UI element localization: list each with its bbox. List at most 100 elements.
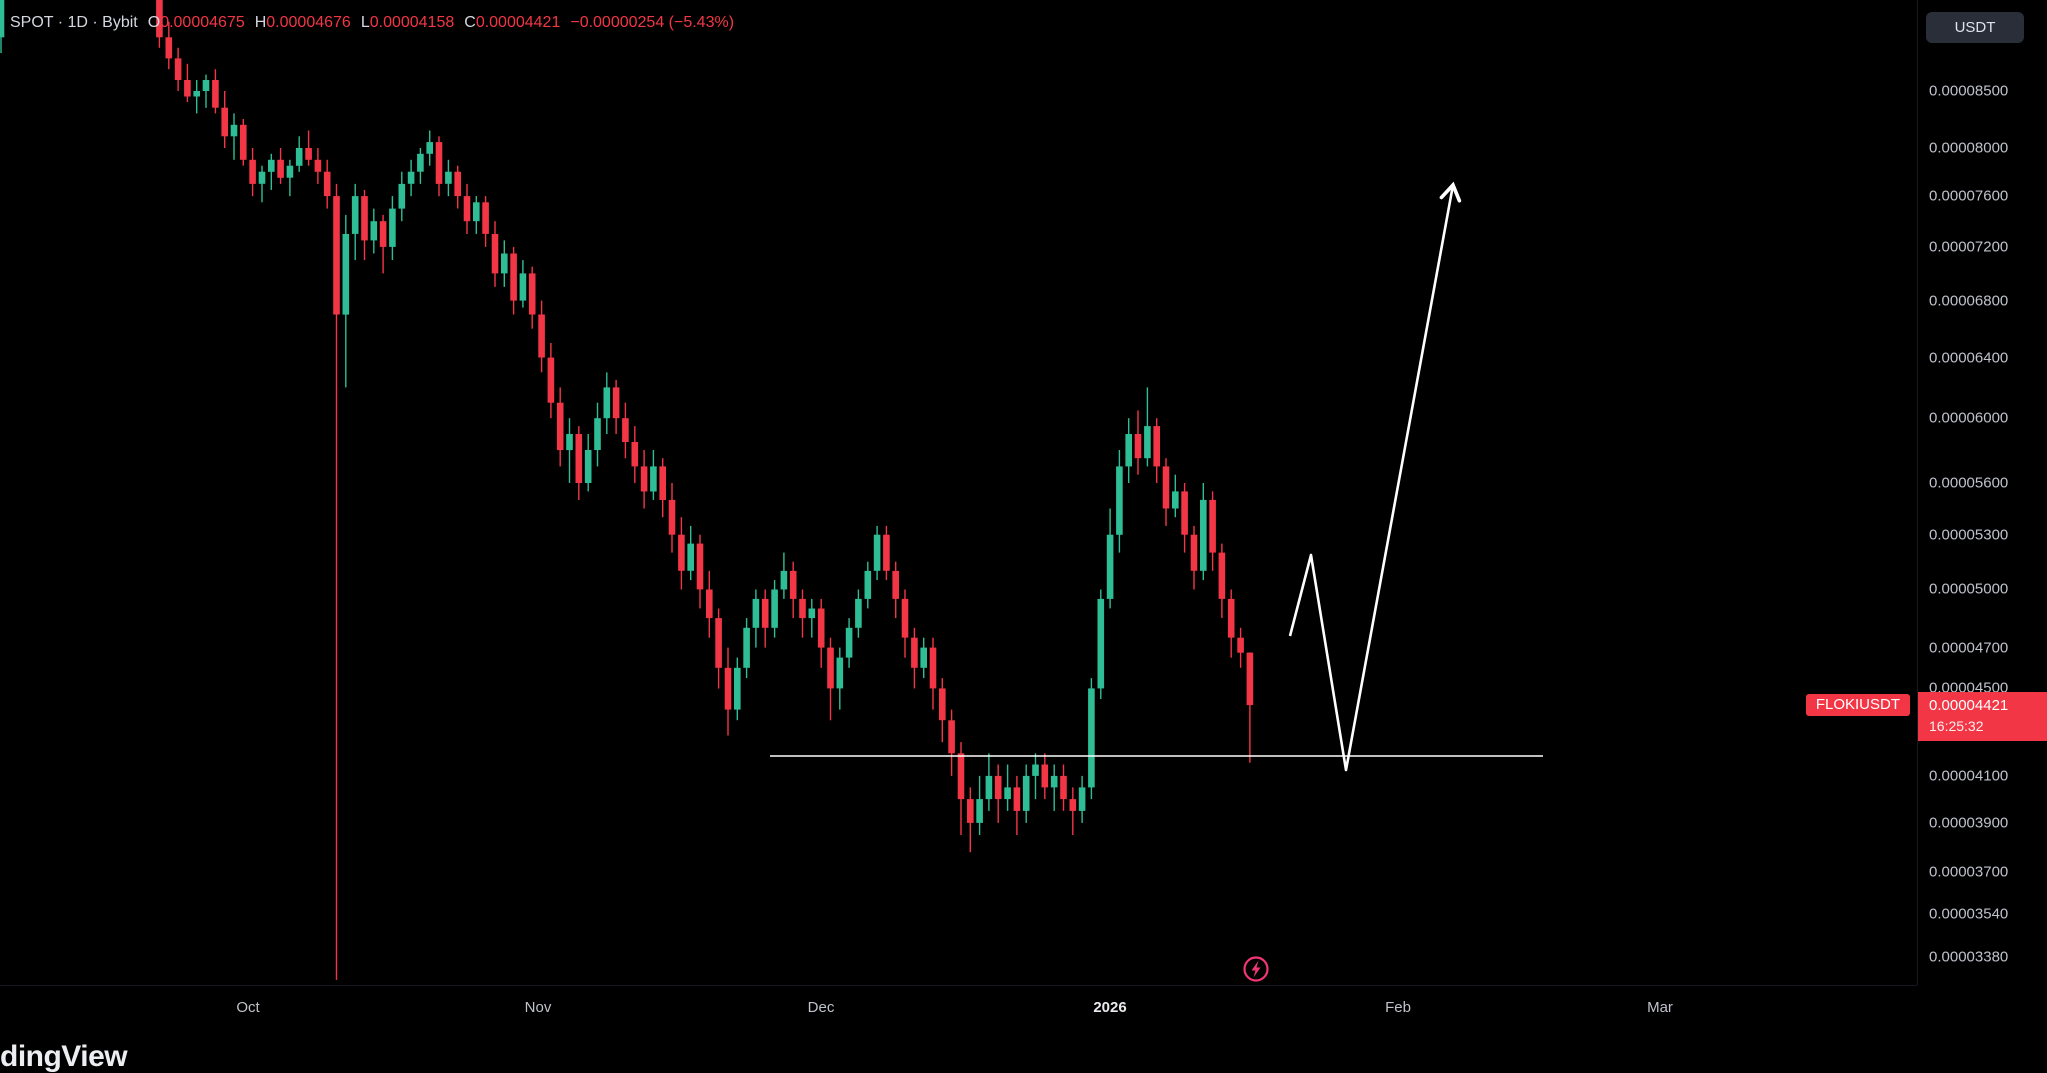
- candlestick: [967, 787, 974, 853]
- candlestick: [575, 426, 583, 500]
- candlestick: [435, 136, 443, 197]
- candlestick: [1125, 418, 1132, 483]
- currency-toggle-button[interactable]: USDT: [1926, 12, 2024, 43]
- price-axis-tick: 0.00007200: [1929, 238, 2009, 256]
- price-axis-tick: 0.00008000: [1929, 139, 2009, 157]
- candlestick: [743, 618, 750, 679]
- candlestick: [519, 260, 527, 308]
- candlestick: [258, 165, 266, 203]
- price-axis-tick: 0.00006000: [1929, 409, 2009, 427]
- candlestick: [1246, 652, 1254, 763]
- candlestick: [678, 517, 685, 590]
- candlestick: [994, 764, 1002, 823]
- candlestick: [454, 165, 461, 209]
- ohlc-values: O0.00004675 H0.00004676 L0.00004158 C0.0000…: [148, 14, 561, 32]
- candlestick: [584, 434, 592, 492]
- candlestick: [883, 525, 890, 581]
- candlestick: [491, 221, 499, 287]
- candlestick: [622, 402, 629, 459]
- event-lightning-icon[interactable]: [1243, 956, 1269, 982]
- candlestick: [556, 387, 564, 467]
- time-axis-tick: Oct: [236, 999, 260, 1016]
- candlestick: [1060, 764, 1067, 811]
- candlestick: [1041, 753, 1049, 800]
- candlestick: [845, 618, 853, 668]
- price-axis[interactable]: USDT 0.00008500 0.00008000 0.00007600 0.000…: [1917, 0, 2047, 985]
- last-price-label: 0.00004421 16:25:32: [1918, 692, 2047, 741]
- time-axis[interactable]: Oct Nov Dec 2026 Feb Mar: [0, 985, 1917, 1031]
- candlestick: [323, 159, 331, 209]
- last-price-value: 0.00004421: [1929, 697, 2009, 714]
- candlestick: [939, 678, 946, 743]
- ohlc-legend[interactable]: SPOT · 1D · Bybit O0.00004675 H0.00004676…: [10, 14, 734, 32]
- candlestick: [1050, 764, 1058, 811]
- candlestick: [706, 570, 713, 638]
- candlestick: [510, 246, 517, 315]
- price-axis-tick: 0.00004700: [1929, 639, 2009, 657]
- candlestick: [827, 637, 834, 721]
- ohlc-c: C0.00004421: [464, 14, 561, 31]
- price-change: −0.00000254 (−5.43%): [570, 14, 735, 31]
- candlestick: [426, 130, 433, 166]
- candlestick: [780, 552, 788, 599]
- candlestick: [1022, 764, 1030, 823]
- candlestick: [612, 379, 620, 434]
- candlestick: [985, 753, 993, 811]
- candlestick: [240, 119, 247, 166]
- candlestick: [1032, 753, 1039, 800]
- candlestick: [1227, 589, 1235, 658]
- candlestick: [734, 657, 741, 721]
- candlestick: [193, 80, 200, 114]
- candlestick: [295, 136, 303, 172]
- candlestick: [333, 183, 340, 980]
- candlestick: [277, 148, 284, 184]
- candlestick: [249, 148, 256, 197]
- price-axis-tick: 0.00006400: [1929, 349, 2009, 367]
- candlestick: [1116, 450, 1123, 553]
- price-axis-tick: 0.00005600: [1929, 474, 2009, 492]
- candlestick: [1190, 525, 1198, 590]
- price-axis-tick: 0.00005300: [1929, 526, 2009, 544]
- candlestick: [463, 183, 471, 234]
- candlestick: [528, 266, 536, 329]
- time-axis-tick: Dec: [807, 999, 835, 1016]
- ohlc-o: O0.00004675: [147, 14, 245, 31]
- candlestick: [650, 450, 657, 500]
- tradingview-logo[interactable]: dingView: [0, 1040, 128, 1073]
- candlestick: [389, 196, 396, 260]
- candlestick: [407, 159, 415, 197]
- candlestick: [603, 372, 611, 434]
- candlestick: [1237, 627, 1244, 668]
- candlestick: [948, 709, 955, 776]
- candlestick: [314, 148, 322, 184]
- candlestick: [398, 171, 406, 222]
- candlestick: [892, 561, 899, 619]
- price-axis-tick: 0.00008500: [1929, 82, 2009, 100]
- candlestick: [789, 561, 797, 619]
- candlestick: [752, 589, 760, 648]
- candlestick: [165, 21, 173, 70]
- candlestick: [268, 153, 275, 190]
- projection-arrow-drawing[interactable]: [1288, 181, 1462, 772]
- candlestick: [771, 580, 778, 638]
- candlestick-chart[interactable]: [0, 0, 1917, 985]
- candlestick: [668, 483, 676, 553]
- candlestick: [445, 159, 452, 197]
- candlestick: [873, 525, 881, 581]
- candlestick: [501, 240, 508, 287]
- candlestick: [547, 343, 555, 419]
- candlestick: [473, 196, 480, 234]
- price-axis-tick: 0.00004100: [1929, 767, 2009, 785]
- candlestick: [911, 627, 918, 689]
- candlestick: [631, 426, 639, 484]
- candlestick: [1097, 589, 1105, 699]
- candlestick: [1200, 483, 1207, 581]
- candlestick: [687, 525, 694, 581]
- candlestick: [976, 775, 983, 835]
- candlestick: [761, 589, 769, 648]
- candlestick: [482, 196, 489, 247]
- candlestick: [836, 647, 844, 710]
- candlestick: [370, 208, 378, 254]
- candlestick: [0, 0, 5, 54]
- candlestick: [929, 637, 937, 710]
